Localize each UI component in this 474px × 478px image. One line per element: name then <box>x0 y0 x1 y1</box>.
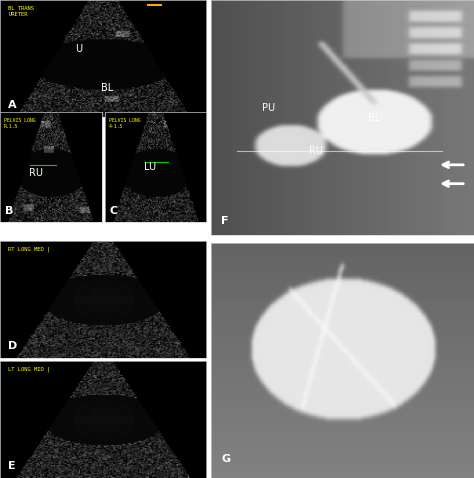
Text: F: F <box>221 216 229 226</box>
Text: PELVIS LONG
R.1.5: PELVIS LONG R.1.5 <box>4 118 36 129</box>
Text: LT LONG MID |: LT LONG MID | <box>8 367 51 372</box>
Text: C: C <box>109 206 118 216</box>
Text: B: B <box>5 206 13 216</box>
Text: BL: BL <box>368 113 380 123</box>
Text: RT LONG MED |: RT LONG MED | <box>8 247 51 252</box>
Text: PELVIS LONG
4-1.5: PELVIS LONG 4-1.5 <box>109 118 140 129</box>
Text: U: U <box>75 44 82 54</box>
Text: RU: RU <box>28 168 43 178</box>
Text: PU: PU <box>262 103 275 113</box>
Text: G: G <box>221 454 230 464</box>
Text: E: E <box>8 461 16 471</box>
Text: LU: LU <box>144 163 156 172</box>
Text: A: A <box>8 100 17 110</box>
Text: BL TRANS
URETER: BL TRANS URETER <box>8 6 34 17</box>
Text: BL: BL <box>101 83 113 93</box>
Text: RU: RU <box>309 146 323 156</box>
Text: D: D <box>8 341 18 350</box>
